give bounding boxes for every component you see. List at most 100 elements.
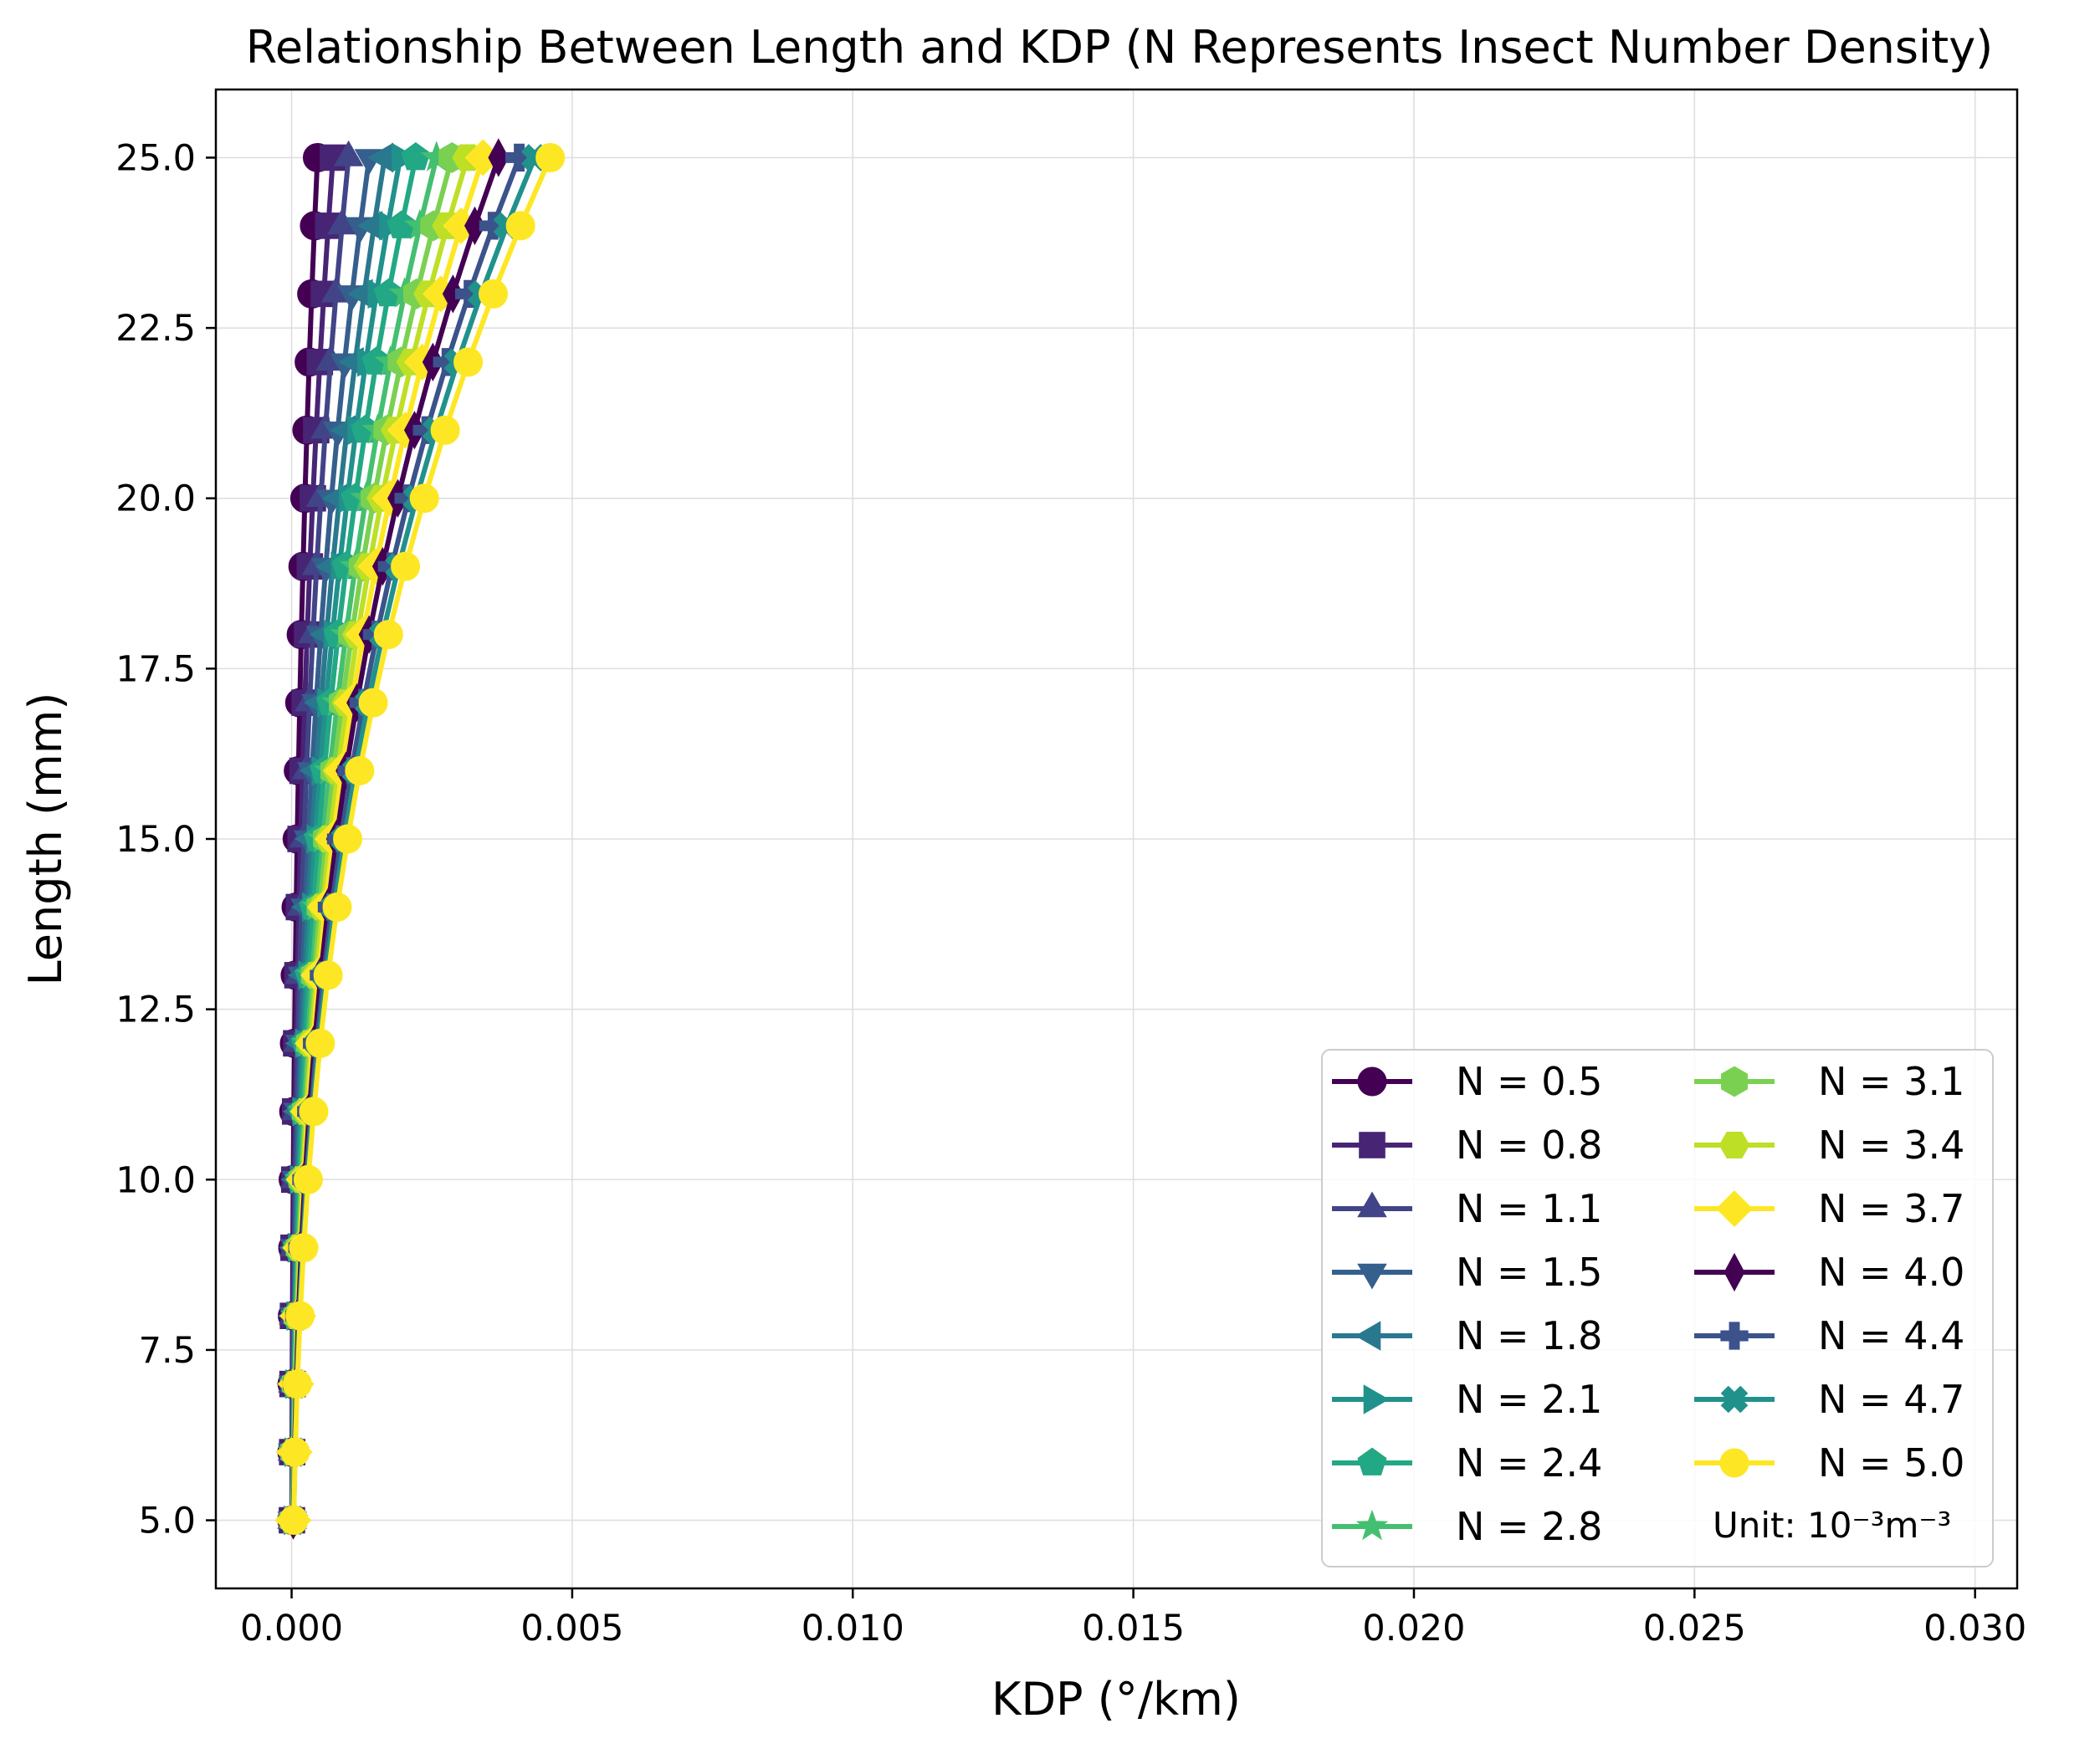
data-point [1355, 1321, 1381, 1351]
legend-entry: N = 4.4 [1694, 1313, 1964, 1358]
legend-entry: N = 3.4 [1694, 1123, 1964, 1168]
data-point [1721, 1066, 1748, 1097]
legend-label: N = 2.8 [1456, 1504, 1602, 1549]
chart-title: Relationship Between Length and KDP (N R… [246, 21, 1994, 74]
data-point [333, 140, 364, 166]
y-tick-label: 12.5 [115, 990, 196, 1031]
y-tick-label: 10.0 [115, 1159, 196, 1201]
data-point [387, 210, 417, 238]
x-tick-label: 0.015 [1082, 1608, 1185, 1649]
y-tick-label: 5.0 [139, 1501, 196, 1542]
data-point [1363, 1384, 1390, 1414]
x-tick-label: 0.000 [240, 1608, 343, 1649]
legend-entry: N = 0.8 [1332, 1123, 1602, 1168]
data-point [1720, 1385, 1749, 1414]
data-point [1720, 1322, 1749, 1350]
data-point [1359, 1132, 1385, 1158]
data-point [391, 551, 421, 581]
y-axis: 5.0 7.5 10.0 12.5 15.0 17.5 20.0 22.5 25.0 [115, 137, 216, 1542]
data-point [280, 1437, 310, 1467]
y-axis-label: Length (mm) [19, 693, 72, 986]
data-point [293, 1164, 323, 1194]
data-point [1357, 1447, 1387, 1475]
data-point [1716, 1190, 1754, 1228]
data-point [1357, 1191, 1387, 1218]
data-point [479, 279, 509, 309]
legend-entry: N = 3.1 [1694, 1059, 1964, 1104]
data-point [289, 1233, 319, 1263]
data-point [282, 1369, 312, 1399]
data-point [442, 274, 464, 314]
data-point [1724, 1252, 1745, 1292]
legend-entry: N = 1.8 [1332, 1313, 1602, 1358]
x-tick-label: 0.025 [1643, 1608, 1746, 1649]
data-point [279, 1506, 309, 1536]
legend-entry: N = 4.0 [1694, 1250, 1964, 1295]
legend-entry: N = 2.8 [1332, 1504, 1602, 1549]
data-point [1357, 1066, 1387, 1097]
data-point [401, 141, 431, 171]
legend-label: N = 1.1 [1456, 1186, 1602, 1231]
x-tick-label: 0.030 [1923, 1608, 2026, 1649]
data-point [299, 1097, 329, 1127]
y-tick-label: 15.0 [115, 819, 196, 861]
x-tick-label: 0.020 [1362, 1608, 1465, 1649]
y-tick-label: 20.0 [115, 478, 196, 520]
data-point [422, 342, 443, 381]
legend-label: N = 3.4 [1818, 1123, 1964, 1168]
data-point [464, 139, 502, 176]
data-point [1355, 1509, 1389, 1541]
data-point [453, 347, 484, 377]
legend-label: N = 1.5 [1456, 1250, 1602, 1295]
legend-label: N = 5.0 [1818, 1440, 1964, 1486]
data-point [1719, 1448, 1749, 1478]
data-point [313, 960, 343, 990]
legend-label: N = 0.5 [1456, 1059, 1602, 1104]
legend-entries: N = 0.5 N = 0.8 N = 1.1 N = 1.5 N = 1.8 N = 2… [1332, 1059, 1964, 1549]
data-point [535, 142, 566, 172]
legend-label: N = 2.4 [1456, 1440, 1602, 1486]
x-tick-label: 0.010 [802, 1608, 904, 1649]
data-point [322, 892, 352, 922]
legend-label: N = 4.7 [1818, 1377, 1964, 1422]
x-tick-label: 0.005 [520, 1608, 623, 1649]
x-axis-label: KDP (°/km) [991, 1673, 1241, 1726]
legend-label: N = 2.1 [1456, 1377, 1602, 1422]
legend-label: N = 3.7 [1818, 1186, 1964, 1231]
data-point [305, 1028, 335, 1058]
legend-label: N = 4.0 [1818, 1250, 1964, 1295]
data-point [345, 756, 375, 786]
grid [216, 89, 2017, 1588]
data-point [409, 483, 439, 514]
data-point [285, 1301, 315, 1331]
legend-entry: N = 3.7 [1694, 1186, 1964, 1231]
legend-label: N = 4.4 [1818, 1313, 1964, 1358]
legend-entry: N = 5.0 [1694, 1440, 1964, 1486]
data-point [333, 824, 363, 854]
y-tick-label: 7.5 [139, 1330, 196, 1372]
legend-label: N = 1.8 [1456, 1313, 1602, 1358]
data-point [505, 211, 535, 241]
legend-unit-note: Unit: 10⁻³m⁻³ [1713, 1505, 1951, 1546]
data-point [430, 415, 460, 445]
data-point [464, 206, 485, 246]
legend-entry: N = 2.4 [1332, 1440, 1602, 1486]
legend-entry: N = 4.7 [1694, 1377, 1964, 1422]
data-point [373, 620, 403, 650]
data-point [373, 278, 403, 307]
data-point [1718, 1132, 1750, 1158]
legend-label: N = 3.1 [1818, 1059, 1964, 1104]
x-axis: 0.000 0.005 0.010 0.015 0.020 0.025 0.030 [240, 1588, 2026, 1649]
series-layer [274, 138, 566, 1540]
legend: N = 0.5 N = 0.8 N = 1.1 N = 1.5 N = 1.8 N = 2… [1321, 1049, 1994, 1567]
y-tick-label: 25.0 [115, 137, 196, 179]
y-tick-label: 17.5 [115, 648, 196, 690]
legend-entry: N = 0.5 [1332, 1059, 1602, 1104]
legend-entry: N = 2.1 [1332, 1377, 1602, 1422]
data-point [358, 688, 388, 718]
data-point [488, 138, 510, 177]
series-5.0 [279, 142, 566, 1536]
legend-entry: N = 1.5 [1332, 1250, 1602, 1295]
legend-box [1321, 1049, 1994, 1567]
